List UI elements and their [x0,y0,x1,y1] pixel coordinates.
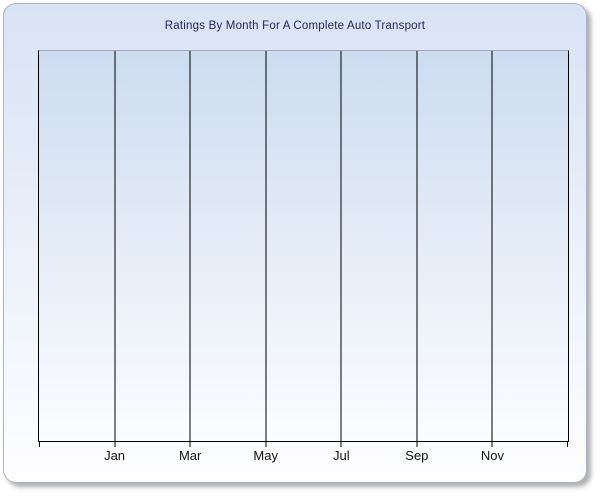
gridline [416,51,418,441]
x-axis-label: May [253,448,278,463]
x-axis-label: Jul [332,448,350,463]
x-axis-tick [114,442,116,447]
gridline [491,51,493,441]
x-axis-tick [567,442,568,447]
x-axis-tick [416,442,418,447]
x-axis-tick [265,442,267,447]
x-axis-tick [491,442,493,447]
x-axis-tick [189,442,191,447]
gridline [265,51,267,441]
chart-panel: Ratings By Month For A Complete Auto Tra… [3,3,587,483]
plot-area: Jan Mar May Jul Sep Nov [38,50,569,463]
x-axis-tick [340,442,342,447]
x-axis-tick [39,442,40,447]
x-axis-label: Nov [480,448,504,463]
x-axis-label: Sep [405,448,429,463]
x-axis-label: Jan [104,448,126,463]
chart-title: Ratings By Month For A Complete Auto Tra… [164,20,426,32]
x-axis-label: Mar [178,448,202,463]
gridline [189,51,191,441]
gridline [114,51,116,441]
gridline [340,51,342,441]
